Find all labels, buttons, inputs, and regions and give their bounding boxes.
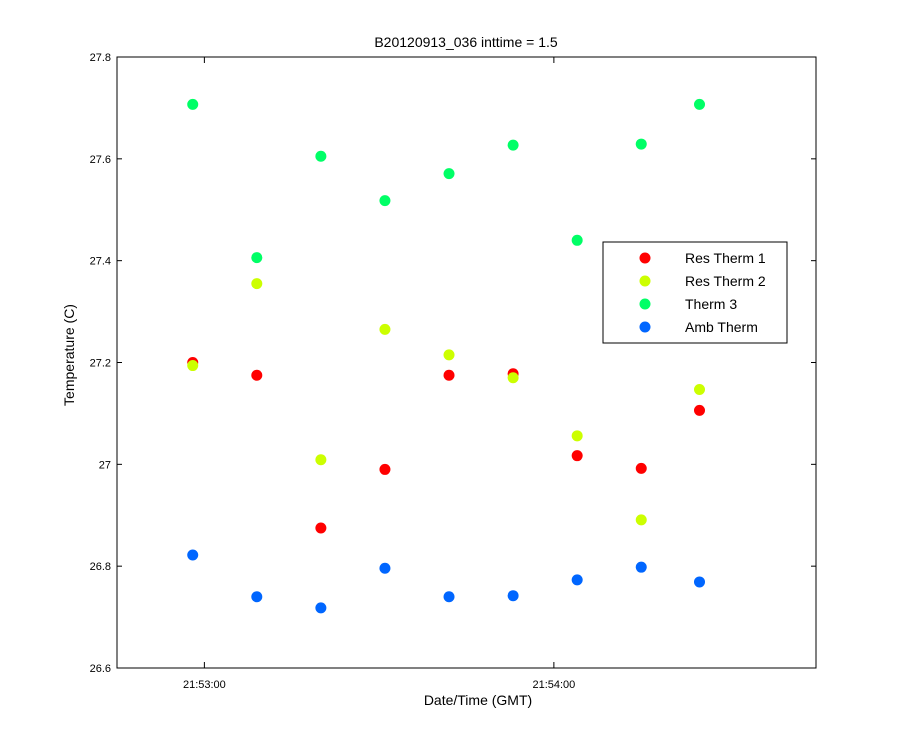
point-series-4 bbox=[507, 590, 519, 602]
plot-area bbox=[116, 56, 817, 669]
x-tick-label: 21:54:00 bbox=[532, 679, 575, 691]
point-series-3 bbox=[187, 98, 199, 110]
legend: Res Therm 1 Res Therm 2 Therm 3 Amb Therm bbox=[602, 241, 788, 344]
point-series-2 bbox=[507, 372, 519, 384]
legend-marker bbox=[639, 298, 651, 310]
y-tick-label: 26.6 bbox=[90, 663, 111, 675]
point-series-4 bbox=[251, 591, 263, 603]
legend-marker bbox=[639, 321, 651, 333]
point-series-2 bbox=[379, 323, 391, 335]
point-series-3 bbox=[635, 138, 647, 150]
point-series-1 bbox=[315, 522, 327, 534]
x-tick-label: 21:53:00 bbox=[183, 679, 226, 691]
point-series-2 bbox=[694, 383, 705, 395]
y-tick-label: 27 bbox=[99, 459, 111, 471]
legend-label: Res Therm 1 bbox=[685, 250, 766, 266]
point-series-4 bbox=[187, 549, 199, 561]
legend-marker bbox=[639, 275, 651, 287]
point-series-1 bbox=[635, 462, 647, 474]
point-series-2 bbox=[571, 430, 583, 442]
point-series-4 bbox=[315, 602, 327, 614]
point-series-3 bbox=[694, 98, 705, 110]
point-series-1 bbox=[694, 404, 705, 416]
point-series-1 bbox=[379, 463, 391, 475]
point-series-3 bbox=[315, 150, 327, 162]
data-points bbox=[187, 98, 705, 614]
point-series-4 bbox=[571, 574, 583, 586]
y-tick-label: 27.2 bbox=[90, 358, 111, 370]
y-tick-label: 27.6 bbox=[90, 154, 111, 166]
point-series-2 bbox=[635, 514, 647, 526]
legend-label: Res Therm 2 bbox=[685, 273, 766, 289]
legend-marker bbox=[639, 252, 651, 264]
legend-box bbox=[602, 241, 788, 344]
chart-title: B20120913_036 inttime = 1.5 bbox=[374, 34, 558, 50]
point-series-4 bbox=[379, 562, 391, 574]
point-series-4 bbox=[635, 561, 647, 573]
y-tick-label: 27.4 bbox=[90, 256, 111, 268]
point-series-2 bbox=[187, 360, 199, 372]
point-series-2 bbox=[251, 278, 263, 290]
point-series-4 bbox=[443, 591, 455, 603]
point-series-2 bbox=[315, 454, 327, 466]
y-tick-label: 27.8 bbox=[90, 52, 111, 64]
point-series-3 bbox=[571, 234, 583, 246]
point-series-3 bbox=[379, 195, 391, 207]
point-series-1 bbox=[251, 369, 263, 381]
point-series-4 bbox=[694, 576, 705, 588]
point-series-1 bbox=[443, 369, 455, 381]
y-ticks: 26.6 26.8 27 27.2 27.4 27.6 27.8 bbox=[90, 52, 816, 675]
x-axis-label: Date/Time (GMT) bbox=[424, 692, 532, 708]
y-axis-label: Temperature (C) bbox=[61, 304, 77, 406]
point-series-3 bbox=[507, 139, 519, 151]
legend-label: Amb Therm bbox=[685, 319, 758, 335]
point-series-2 bbox=[443, 349, 455, 361]
point-series-1 bbox=[571, 450, 583, 462]
point-series-3 bbox=[251, 252, 263, 264]
x-ticks: 21:53:00 21:54:00 bbox=[183, 57, 575, 691]
point-series-3 bbox=[443, 168, 455, 180]
legend-label: Therm 3 bbox=[685, 296, 737, 312]
y-tick-label: 26.8 bbox=[90, 561, 111, 573]
